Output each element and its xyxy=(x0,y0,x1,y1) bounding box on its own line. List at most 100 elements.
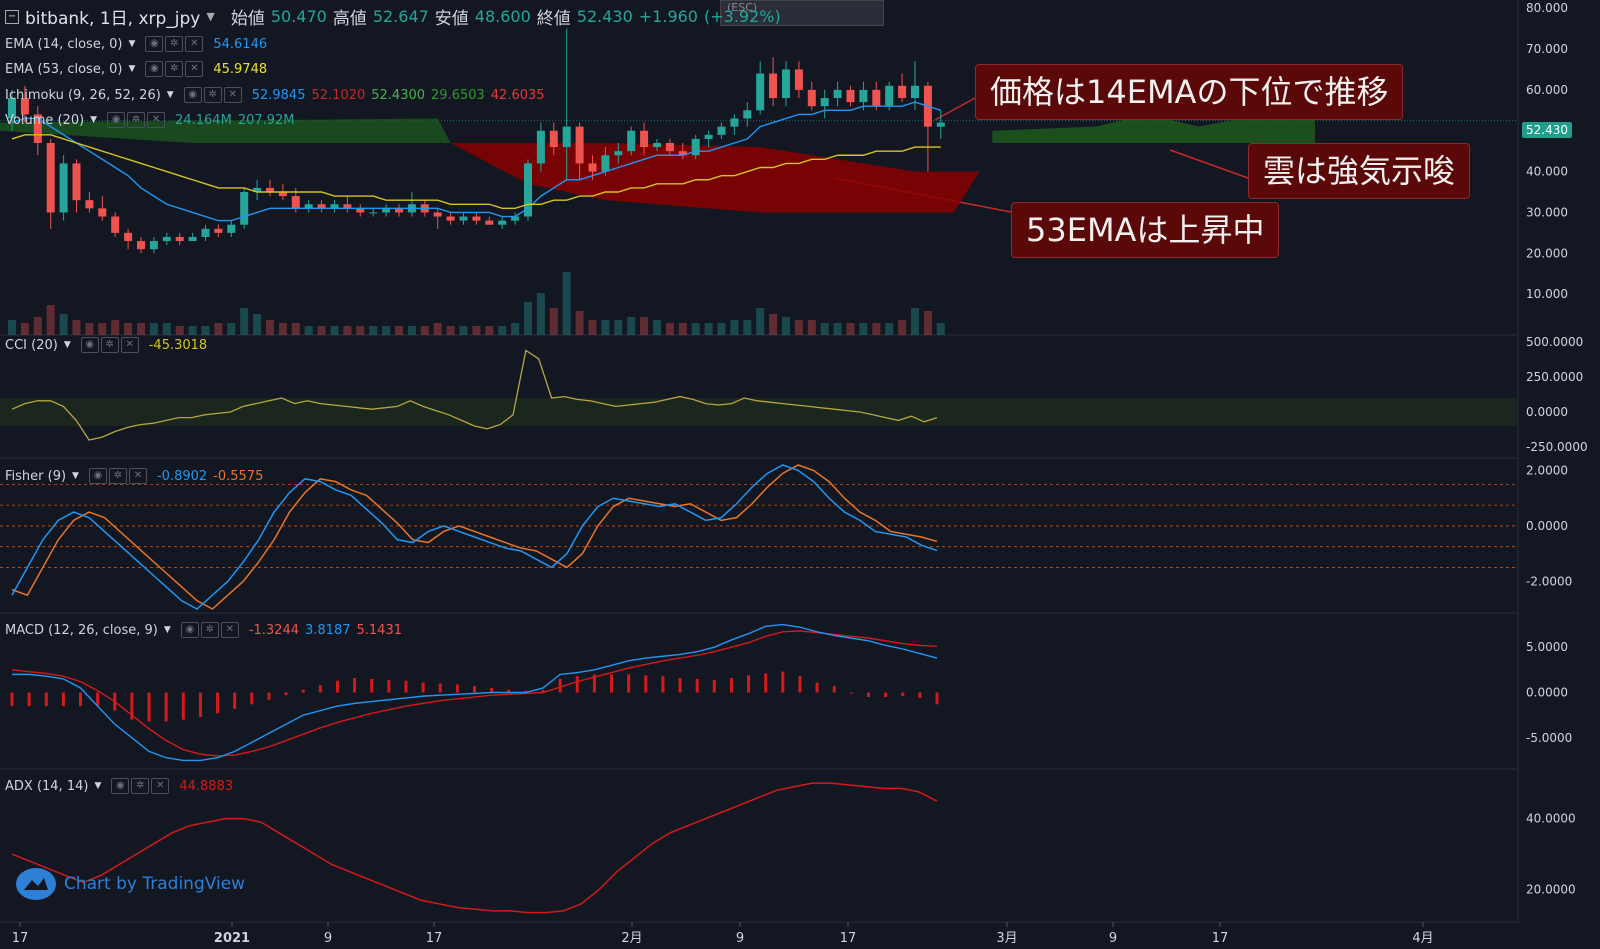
legend-fisher[interactable]: Fisher (9) ▼ ◉ ✲ ✕ -0.8902 -0.5575 xyxy=(5,468,263,484)
legend-dropdown-icon[interactable]: ▼ xyxy=(94,781,102,791)
candle-body xyxy=(653,142,661,148)
legend-cci[interactable]: CCI (20) ▼ ◉ ✲ ✕ -45.3018 xyxy=(5,337,207,353)
volume-bar xyxy=(188,326,197,335)
pane-axis-label: 20.0000 xyxy=(1526,883,1576,897)
legend-controls[interactable]: ◉ ✲ ✕ xyxy=(80,337,139,353)
tradingview-logo-icon xyxy=(16,868,56,900)
gear-icon[interactable]: ✲ xyxy=(203,87,222,103)
eye-icon[interactable]: ◉ xyxy=(80,337,99,353)
close-value: 52.430 xyxy=(576,7,633,26)
volume-bar xyxy=(124,323,133,335)
volume-bar xyxy=(859,323,868,335)
close-icon[interactable]: ✕ xyxy=(185,36,204,52)
volume-bar xyxy=(317,326,326,335)
legend-dropdown-icon[interactable]: ▼ xyxy=(72,471,79,481)
eye-icon[interactable]: ◉ xyxy=(88,468,107,484)
legend-controls[interactable]: ◉ ✲ ✕ xyxy=(88,468,147,484)
macd-histogram-bar xyxy=(233,692,237,709)
legend-ema14[interactable]: EMA (14, close, 0) ▼ ◉ ✲ ✕ 54.6146 xyxy=(5,36,267,52)
candle-body xyxy=(704,134,713,139)
macd-histogram-bar xyxy=(438,683,442,693)
legend-controls[interactable]: ◉ ✲ ✕ xyxy=(180,622,239,638)
legend-dropdown-icon[interactable]: ▼ xyxy=(163,625,171,635)
volume-bar xyxy=(653,320,661,335)
candle-body xyxy=(214,228,223,233)
legend-macd[interactable]: MACD (12, 26, close, 9) ▼ ◉ ✲ ✕ -1.3244 3.… xyxy=(5,622,402,638)
legend-adx[interactable]: ADX (14, 14) ▼ ◉ ✲ ✕ 44.8883 xyxy=(5,778,233,794)
legend-ichimoku-v1: 52.9845 xyxy=(251,87,306,103)
legend-controls[interactable]: ◉ ✲ ✕ xyxy=(107,112,166,128)
gear-icon[interactable]: ✲ xyxy=(165,36,184,52)
volume-bar xyxy=(833,323,842,335)
candle-body xyxy=(33,114,42,143)
close-icon[interactable]: ✕ xyxy=(128,468,147,484)
time-axis: 17 2021 9 17 2月 9 17 3月 9 17 4月 xyxy=(12,922,1434,946)
candle-body xyxy=(936,122,945,127)
eye-icon[interactable]: ◉ xyxy=(145,36,164,52)
close-icon[interactable]: ✕ xyxy=(220,622,239,638)
close-icon[interactable]: ✕ xyxy=(147,112,166,128)
macd-histogram-bar xyxy=(644,675,648,693)
gear-icon[interactable]: ✲ xyxy=(127,112,146,128)
legend-dropdown-icon[interactable]: ▼ xyxy=(90,115,98,125)
eye-icon[interactable]: ◉ xyxy=(107,112,126,128)
legend-controls[interactable]: ◉ ✲ ✕ xyxy=(183,87,242,103)
macd-histogram-bar xyxy=(216,692,220,714)
close-icon[interactable]: ✕ xyxy=(151,778,170,794)
watermark-text: Chart by TradingView xyxy=(64,874,246,894)
eye-icon[interactable]: ◉ xyxy=(145,61,164,77)
adx-line xyxy=(11,782,938,914)
candle-body xyxy=(188,236,197,242)
close-icon[interactable]: ✕ xyxy=(185,61,204,77)
candle-body xyxy=(794,69,803,90)
gear-icon[interactable]: ✲ xyxy=(200,622,219,638)
eye-icon[interactable]: ◉ xyxy=(180,622,199,638)
legend-volume[interactable]: Volume (20) ▼ ◉ ✲ ✕ 24.164M 207.92M xyxy=(5,112,295,128)
gear-icon[interactable]: ✲ xyxy=(108,468,127,484)
macd-histogram-bar xyxy=(575,676,579,693)
tradingview-watermark[interactable]: Chart by TradingView xyxy=(16,868,245,900)
volume-bar xyxy=(227,323,236,335)
volume-bar xyxy=(898,320,907,335)
symbol-title[interactable]: bitbank, 1日, xrp_jpy xyxy=(25,9,201,29)
volume-bar xyxy=(911,308,919,335)
close-icon[interactable]: ✕ xyxy=(223,87,242,103)
volume-bar xyxy=(601,320,610,335)
volume-bar xyxy=(704,323,713,335)
macd-histogram-bar xyxy=(370,678,374,693)
legend-dropdown-icon[interactable]: ▼ xyxy=(128,64,136,74)
legend-ema53[interactable]: EMA (53, close, 0) ▼ ◉ ✲ ✕ 45.9748 xyxy=(5,61,267,77)
legend-controls[interactable]: ◉ ✲ ✕ xyxy=(145,61,204,77)
legend-ichimoku-v2: 52.1020 xyxy=(311,87,366,103)
legend-controls[interactable]: ◉ ✲ ✕ xyxy=(145,36,204,52)
legend-dropdown-icon[interactable]: ▼ xyxy=(166,90,174,100)
volume-bars xyxy=(8,272,945,335)
eye-icon[interactable]: ◉ xyxy=(111,778,130,794)
legend-ema14-value: 54.6146 xyxy=(213,36,268,52)
gear-icon[interactable]: ✲ xyxy=(100,337,119,353)
gear-icon[interactable]: ✲ xyxy=(165,61,184,77)
volume-bar xyxy=(691,323,700,335)
collapse-icon[interactable]: − xyxy=(5,9,19,24)
volume-bar xyxy=(46,305,55,335)
legend-controls[interactable]: ◉ ✲ ✕ xyxy=(111,778,170,794)
legend-ichimoku[interactable]: Ichimoku (9, 26, 52, 26) ▼ ◉ ✲ ✕ 52.9845 5… xyxy=(5,87,545,103)
macd-histogram-bar xyxy=(918,692,922,698)
gear-icon[interactable]: ✲ xyxy=(131,778,150,794)
macd-histogram-bar xyxy=(524,690,528,693)
escape-hint[interactable]: (ESC) xyxy=(720,0,884,26)
time-axis-label: 17 xyxy=(840,931,857,946)
candle-body xyxy=(485,220,494,225)
volume-bar xyxy=(549,308,558,335)
eye-icon[interactable]: ◉ xyxy=(183,87,202,103)
legend-ema53-value: 45.9748 xyxy=(213,61,268,77)
close-icon[interactable]: ✕ xyxy=(120,337,139,353)
legend-dropdown-icon[interactable]: ▼ xyxy=(63,340,71,350)
pane-axis-label: 0.0000 xyxy=(1526,519,1568,533)
symbol-dropdown-icon[interactable]: ▼ xyxy=(206,10,215,23)
macd-histogram-bar xyxy=(490,687,494,693)
ema-line xyxy=(11,134,941,210)
macd-histogram-bar xyxy=(558,678,562,693)
bull-cloud-left xyxy=(0,118,451,143)
legend-dropdown-icon[interactable]: ▼ xyxy=(128,39,136,49)
